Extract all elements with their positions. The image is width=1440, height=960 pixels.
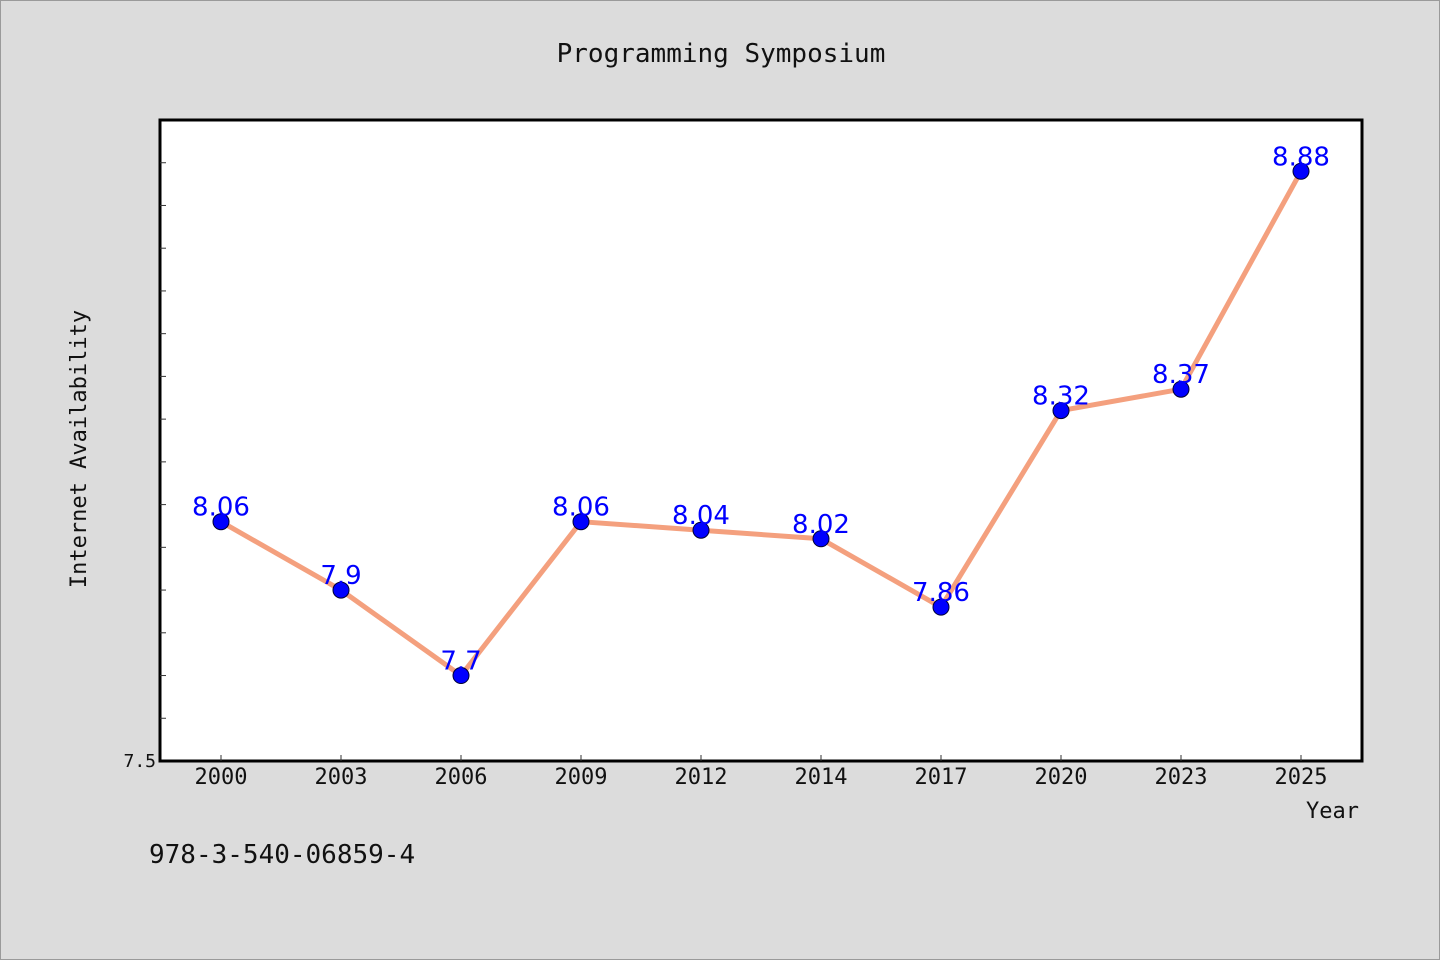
x-tick-label: 2009	[555, 765, 608, 790]
isbn-footnote: 978-3-540-06859-4	[149, 840, 415, 870]
data-label: 8.88	[1272, 142, 1330, 172]
plot-area	[158, 118, 1364, 763]
x-tick-label: 2023	[1155, 765, 1208, 790]
data-label: 8.02	[792, 510, 850, 540]
y-axis: 7.5	[123, 751, 156, 772]
data-point	[1052, 402, 1070, 420]
data-point	[572, 513, 590, 531]
data-label: 8.37	[1152, 360, 1210, 390]
x-tick-label: 2014	[795, 765, 848, 790]
chart-title: Programming Symposium	[557, 39, 886, 69]
data-label: 8.04	[672, 501, 730, 531]
data-label: 7.9	[320, 561, 361, 591]
y-axis-ticks	[160, 162, 166, 719]
x-tick-label: 2017	[915, 765, 968, 790]
data-label: 8.32	[1032, 382, 1090, 412]
data-point	[932, 598, 950, 616]
x-axis-label: Year	[1306, 799, 1359, 824]
data-labels: 8.06 7.9 7.7 8.06 8.04 8.02 7.86 8.32 8.37 8.88	[192, 142, 1330, 676]
data-label: 8.06	[192, 493, 250, 523]
y-axis-label: Internet Availability	[67, 310, 92, 588]
x-tick-label: 2020	[1035, 765, 1088, 790]
data-point	[332, 581, 350, 599]
data-label: 7.86	[912, 578, 970, 608]
data-point	[212, 513, 230, 531]
data-label: 8.06	[552, 493, 610, 523]
data-point	[1172, 380, 1190, 398]
x-tick-label: 2012	[675, 765, 728, 790]
x-tick-label: 2000	[195, 765, 248, 790]
x-tick-label: 2025	[1275, 765, 1328, 790]
x-tick-label: 2006	[435, 765, 488, 790]
series-markers	[212, 162, 1310, 685]
data-point	[812, 530, 830, 548]
x-axis: 2000 2003 2006 2009 2012 2014 2017 2020 2023 2025	[195, 755, 1328, 790]
data-label: 7.7	[440, 647, 481, 677]
series-line	[218, 168, 1304, 679]
data-point	[452, 667, 470, 685]
data-point	[1292, 162, 1310, 180]
y-tick-label: 7.5	[123, 751, 156, 772]
x-tick-label: 2003	[315, 765, 368, 790]
data-point	[692, 521, 710, 539]
